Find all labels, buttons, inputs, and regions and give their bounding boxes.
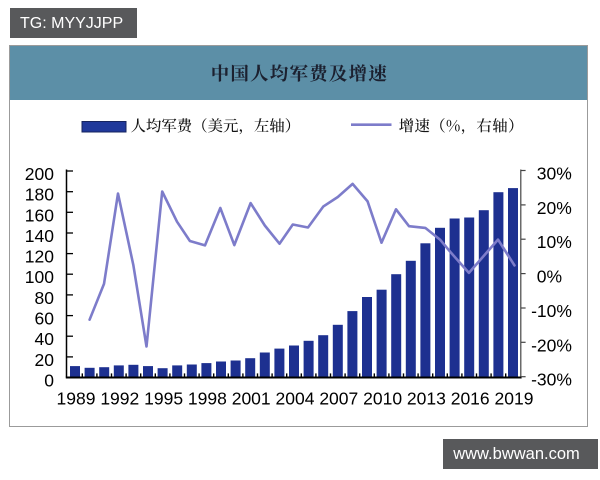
svg-text:60: 60 (35, 309, 55, 329)
svg-text:0: 0 (44, 371, 54, 391)
svg-text:140: 140 (25, 226, 54, 246)
svg-text:2010: 2010 (363, 389, 402, 409)
svg-text:2016: 2016 (451, 389, 490, 409)
svg-text:2001: 2001 (232, 389, 271, 409)
svg-text:2004: 2004 (276, 389, 315, 409)
svg-text:160: 160 (25, 205, 54, 225)
svg-text:10%: 10% (537, 232, 572, 252)
svg-text:1992: 1992 (100, 389, 139, 409)
svg-text:-10%: -10% (531, 301, 572, 321)
svg-text:120: 120 (25, 247, 54, 267)
svg-text:0%: 0% (537, 267, 562, 287)
svg-text:-30%: -30% (531, 370, 572, 390)
svg-text:200: 200 (25, 164, 54, 184)
svg-text:100: 100 (25, 267, 54, 287)
svg-text:180: 180 (25, 185, 54, 205)
svg-text:30%: 30% (537, 164, 572, 184)
svg-text:1995: 1995 (144, 389, 183, 409)
svg-text:2007: 2007 (319, 389, 358, 409)
svg-text:2013: 2013 (407, 389, 446, 409)
svg-text:1989: 1989 (57, 389, 96, 409)
svg-text:2019: 2019 (495, 389, 534, 409)
svg-text:1998: 1998 (188, 389, 227, 409)
svg-text:20%: 20% (537, 198, 572, 218)
svg-text:20: 20 (35, 350, 55, 370)
svg-text:80: 80 (35, 288, 55, 308)
svg-text:-20%: -20% (531, 335, 572, 355)
svg-text:40: 40 (35, 329, 55, 349)
